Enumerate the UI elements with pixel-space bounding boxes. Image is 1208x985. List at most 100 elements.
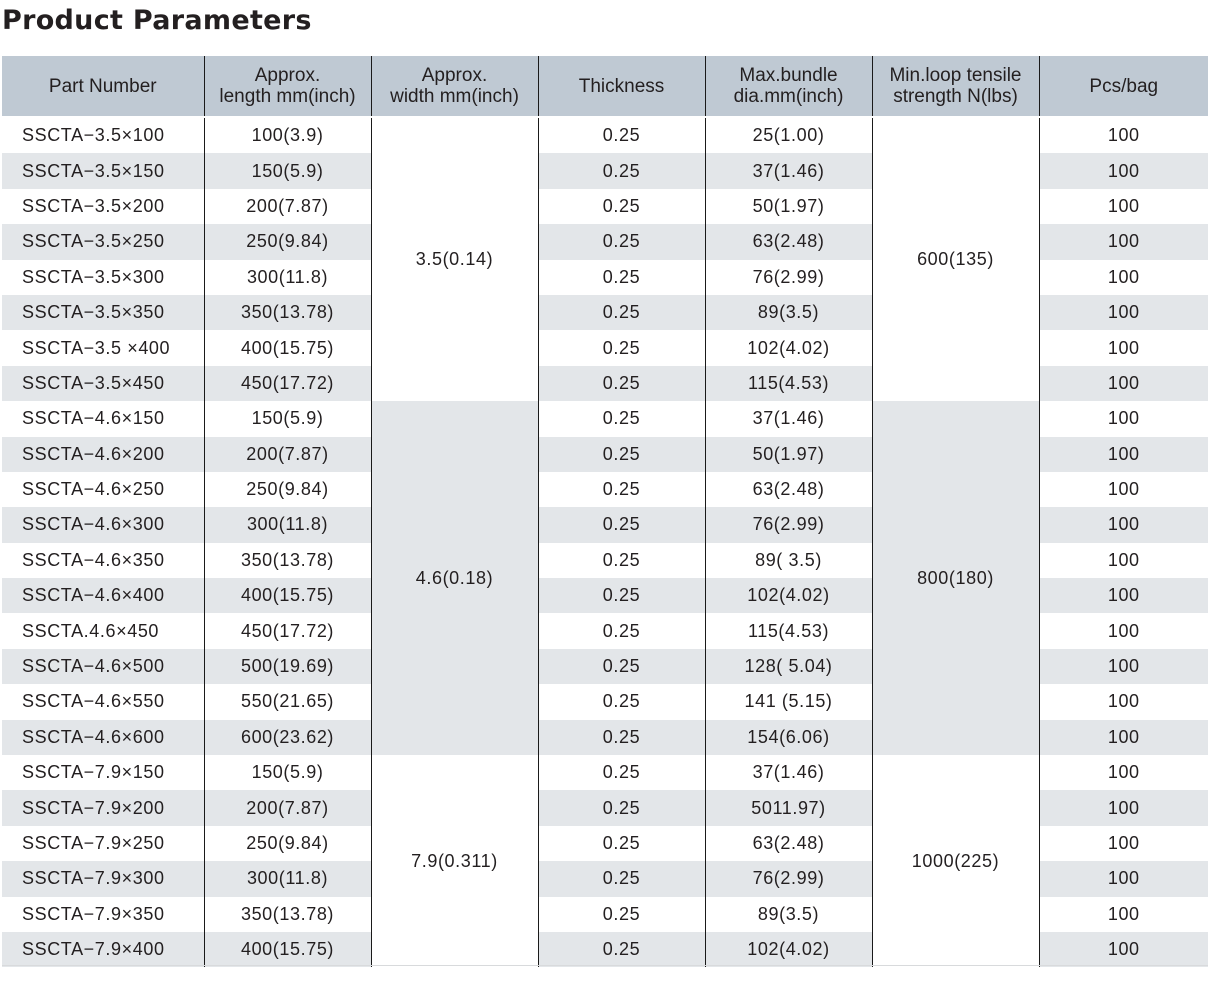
- length-cell: 400(15.75): [203, 330, 371, 366]
- part-number-cell: SSCTA−3.5×200: [2, 188, 204, 225]
- pcs-bag-cell: 100: [1038, 330, 1208, 366]
- length-cell: 300(11.8): [203, 507, 371, 543]
- pcs-bag-cell: 100: [1038, 542, 1208, 579]
- part-number-cell: SSCTA−3.5×350: [2, 294, 204, 331]
- header-part-number: Part Number: [2, 56, 204, 118]
- bundle-dia-cell: 25(1.00): [704, 117, 872, 154]
- pcs-bag-cell: 100: [1038, 507, 1208, 543]
- table-row: SSCTA−3.5×450 450(17.72) 0.25 115(4.53) 100: [2, 365, 1208, 402]
- header-label: Approx.: [421, 65, 488, 86]
- table-row: SSCTA−3.5×150 150(5.9) 0.25 37(1.46) 100: [2, 153, 1208, 189]
- pcs-bag-cell: 100: [1038, 117, 1208, 154]
- header-thickness: Thickness: [537, 56, 705, 118]
- part-number-cell: SSCTA−3.5×300: [2, 259, 204, 295]
- tensile-strength-cell: 800(180): [871, 401, 1039, 756]
- length-cell: 250(9.84): [203, 825, 371, 862]
- header-label: length mm(inch): [219, 86, 356, 107]
- table-row: SSCTA−4.6×500 500(19.69) 0.25 128( 5.04) 100: [2, 648, 1208, 685]
- page-title: Product Parameters: [2, 5, 312, 36]
- header-width: Approx. width mm(inch): [370, 56, 538, 118]
- pcs-bag-cell: 100: [1038, 648, 1208, 685]
- table-row: SSCTA−4.6×400 400(15.75) 0.25 102(4.02) 100: [2, 578, 1208, 614]
- part-number-cell: SSCTA−3.5 ×400: [2, 330, 204, 366]
- table-row: SSCTA−3.5×250 250(9.84) 0.25 63(2.48) 100: [2, 224, 1208, 260]
- thickness-cell: 0.25: [537, 365, 705, 402]
- length-cell: 350(13.78): [203, 294, 371, 331]
- pcs-bag-cell: 100: [1038, 861, 1208, 897]
- length-cell: 100(3.9): [203, 117, 371, 154]
- table-row: SSCTA−4.6×300 300(11.8) 0.25 76(2.99) 100: [2, 507, 1208, 543]
- bundle-dia-cell: 89(3.5): [704, 294, 872, 331]
- pcs-bag-cell: 100: [1038, 825, 1208, 862]
- part-number-cell: SSCTA−3.5×250: [2, 224, 204, 260]
- header-bundle-dia: Max.bundle dia.mm(inch): [704, 56, 872, 118]
- table-row: SSCTA−4.6×600 600(23.62) 0.25 154(6.06) 100: [2, 719, 1208, 756]
- part-number-cell: SSCTA−7.9×250: [2, 825, 204, 862]
- pcs-bag-cell: 100: [1038, 790, 1208, 826]
- header-label: Min.loop tensile: [889, 65, 1022, 86]
- bundle-dia-cell: 76(2.99): [704, 259, 872, 295]
- length-cell: 600(23.62): [203, 719, 371, 756]
- tensile-strength-cell: 600(135): [871, 117, 1039, 402]
- pcs-bag-cell: 100: [1038, 401, 1208, 437]
- part-number-cell: SSCTA−7.9×150: [2, 755, 204, 791]
- pcs-bag-cell: 100: [1038, 188, 1208, 225]
- length-cell: 150(5.9): [203, 153, 371, 189]
- length-cell: 150(5.9): [203, 401, 371, 437]
- table-bottom-line: [2, 965, 1208, 966]
- length-cell: 500(19.69): [203, 648, 371, 685]
- length-cell: 350(13.78): [203, 896, 371, 932]
- part-number-cell: SSCTA−7.9×400: [2, 931, 204, 968]
- header-label: Part Number: [48, 75, 157, 97]
- tensile-strength-cell: 1000(225): [871, 755, 1039, 968]
- thickness-cell: 0.25: [537, 542, 705, 579]
- table-row: SSCTA−7.9×150 150(5.9) 7.9(0.311) 0.25 37(1.…: [2, 755, 1208, 968]
- part-number-cell: SSCTA−3.5×150: [2, 153, 204, 189]
- table-body: SSCTA−3.5×100 100(3.9) 3.5(0.14) 0.25 25(1.0…: [2, 117, 1208, 968]
- part-number-cell: SSCTA−4.6×550: [2, 684, 204, 720]
- header-label: Approx.: [254, 65, 321, 86]
- thickness-cell: 0.25: [537, 153, 705, 189]
- length-cell: 200(7.87): [203, 436, 371, 472]
- pcs-bag-cell: 100: [1038, 259, 1208, 295]
- bundle-dia-cell: 37(1.46): [704, 755, 872, 791]
- bundle-dia-cell: 63(2.48): [704, 471, 872, 508]
- header-row: Part Number Approx. length mm(inch) Appro…: [2, 56, 1208, 118]
- thickness-cell: 0.25: [537, 861, 705, 897]
- thickness-cell: 0.25: [537, 790, 705, 826]
- bundle-dia-cell: 76(2.99): [704, 507, 872, 543]
- header-tensile-strength: Min.loop tensile strength N(lbs): [871, 56, 1039, 118]
- bundle-dia-cell: 141 (5.15): [704, 684, 872, 720]
- part-number-cell: SSCTA−4.6×150: [2, 401, 204, 437]
- length-cell: 300(11.8): [203, 259, 371, 295]
- table-row: SSCTA−7.9×400 400(15.75) 0.25 102(4.02) 100: [2, 931, 1208, 968]
- header-label: dia.mm(inch): [733, 86, 844, 107]
- table-row: SSCTA−4.6×350 350(13.78) 0.25 89( 3.5) 100: [2, 542, 1208, 579]
- header-length: Approx. length mm(inch): [203, 56, 371, 118]
- part-number-cell: SSCTA−4.6×400: [2, 578, 204, 614]
- table-row: SSCTA−3.5×200 200(7.87) 0.25 50(1.97) 100: [2, 188, 1208, 225]
- bundle-dia-cell: 115(4.53): [704, 613, 872, 649]
- pcs-bag-cell: 100: [1038, 931, 1208, 968]
- table-row: SSCTA−3.5 ×400 400(15.75) 0.25 102(4.02) 100: [2, 330, 1208, 366]
- thickness-cell: 0.25: [537, 401, 705, 437]
- header-label: width mm(inch): [390, 86, 519, 107]
- thickness-cell: 0.25: [537, 684, 705, 720]
- part-number-cell: SSCTA−4.6×300: [2, 507, 204, 543]
- thickness-cell: 0.25: [537, 188, 705, 225]
- header-pcs-bag: Pcs/bag: [1038, 56, 1208, 118]
- table-row: SSCTA−3.5×300 300(11.8) 0.25 76(2.99) 100: [2, 259, 1208, 295]
- thickness-cell: 0.25: [537, 259, 705, 295]
- length-cell: 350(13.78): [203, 542, 371, 579]
- thickness-cell: 0.25: [537, 719, 705, 756]
- bundle-dia-cell: 50(1.97): [704, 436, 872, 472]
- bundle-dia-cell: 37(1.46): [704, 401, 872, 437]
- width-cell: 4.6(0.18): [370, 401, 538, 756]
- table-row: SSCTA−7.9×300 300(11.8) 0.25 76(2.99) 100: [2, 861, 1208, 897]
- thickness-cell: 0.25: [537, 578, 705, 614]
- bundle-dia-cell: 102(4.02): [704, 931, 872, 968]
- bundle-dia-cell: 89(3.5): [704, 896, 872, 932]
- thickness-cell: 0.25: [537, 755, 705, 791]
- header-label: Pcs/bag: [1089, 75, 1159, 97]
- thickness-cell: 0.25: [537, 825, 705, 862]
